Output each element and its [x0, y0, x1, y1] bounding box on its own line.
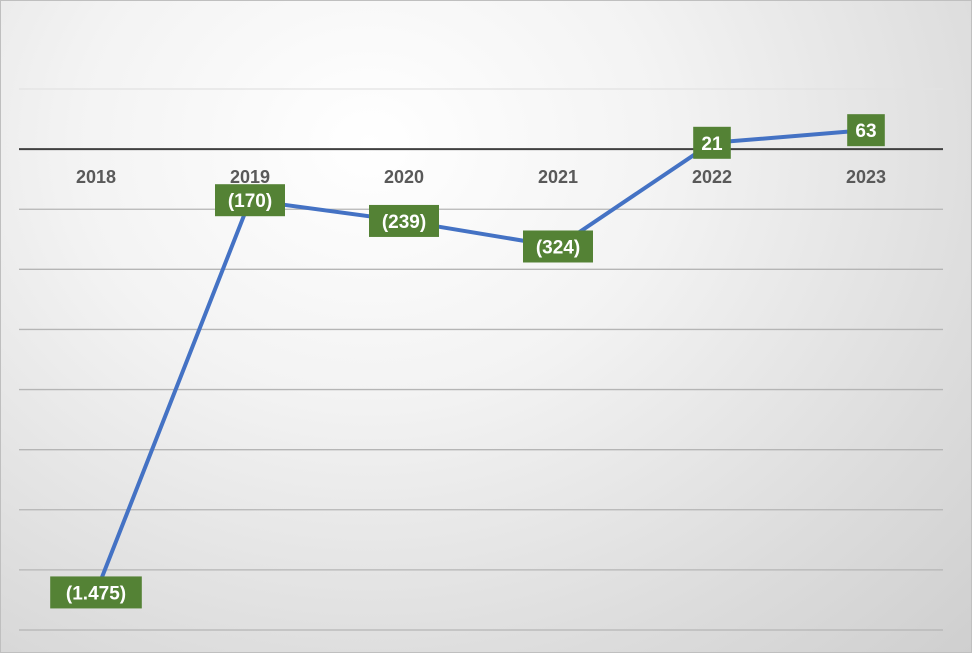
data-label-box — [693, 126, 731, 159]
x-tick-label: 2018 — [76, 167, 116, 187]
x-tick-label: 2023 — [846, 167, 886, 187]
data-label-text: (324) — [536, 237, 580, 258]
data-label: (1.475) — [50, 576, 142, 609]
data-label-text: 21 — [701, 134, 723, 155]
x-tick-label: 2019 — [230, 167, 270, 187]
data-label: 63 — [847, 114, 885, 147]
x-tick-label: 2021 — [538, 167, 578, 187]
data-label-box — [369, 204, 439, 237]
data-label-text: 63 — [855, 121, 876, 142]
data-label-box — [50, 576, 142, 609]
data-label-box — [215, 184, 285, 217]
data-label-text: (1.475) — [66, 583, 126, 604]
data-label-box — [847, 114, 885, 147]
x-tick-label: 2020 — [384, 167, 424, 187]
gridlines — [19, 88, 943, 631]
data-label: 21 — [693, 126, 731, 159]
series-0: (1.475) (170) (239) (324) 21 63 — [50, 114, 885, 609]
data-label: (170) — [215, 184, 285, 217]
data-label: (239) — [369, 204, 439, 237]
x-axis-labels: 2018 2019 2020 2021 2022 2023 — [76, 167, 886, 187]
series-line — [94, 128, 868, 595]
x-tick-label: 2022 — [692, 167, 732, 187]
data-label: (324) — [523, 230, 593, 263]
data-label-text: (239) — [382, 212, 426, 233]
data-label-box — [523, 230, 593, 263]
data-label-text: (170) — [228, 191, 272, 212]
